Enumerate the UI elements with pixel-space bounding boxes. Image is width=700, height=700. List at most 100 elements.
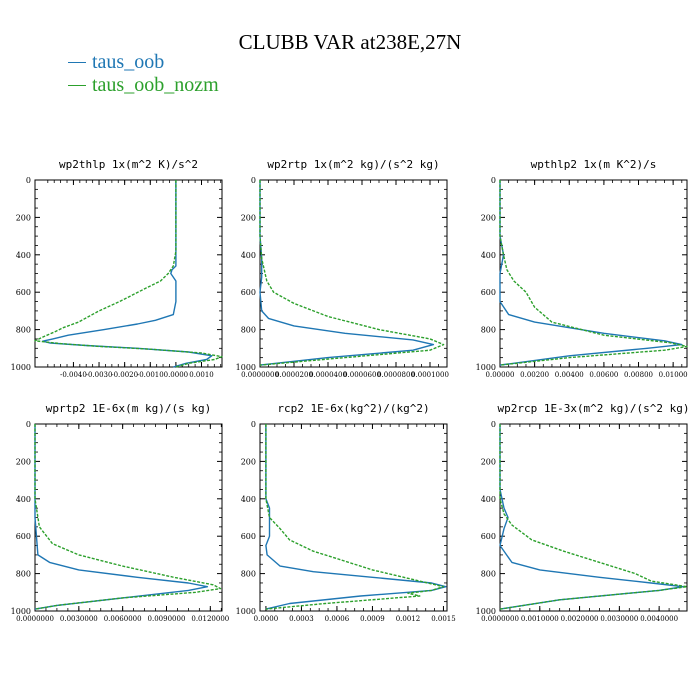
- y-tick-label: 1000: [11, 363, 31, 372]
- x-tick-label: 0.0010: [189, 371, 214, 379]
- y-tick-label: 800: [481, 570, 496, 579]
- plot-panel-3: wprtp2 1E-6x(m kg)/(s kg) 0 200 400 600 800 10…: [11, 402, 230, 623]
- plot-panel-1: wp2rtp 1x(m^2 kg)/(s^2 kg) 0 200 400 600 800 1…: [236, 158, 449, 379]
- y-tick-label: 200: [241, 457, 256, 466]
- panel-title: wpthlp2 1x(m K^2)/s: [531, 158, 657, 171]
- plot-panel-0: wp2thlp 1x(m^2 K)/s^2 0 200 400 600 800 1000 -0…: [11, 158, 223, 379]
- y-tick-label: 0: [491, 420, 496, 429]
- y-tick-label: 0: [251, 420, 256, 429]
- x-tick-label: 0.00600: [589, 371, 618, 379]
- y-tick-label: 0: [26, 420, 31, 429]
- x-tick-label: 0.0015: [431, 615, 456, 623]
- x-tick-label: 0.0000400: [309, 371, 347, 379]
- y-tick-label: 200: [481, 213, 496, 222]
- y-tick-label: 600: [16, 288, 31, 297]
- y-tick-label: 200: [481, 457, 496, 466]
- plot-panel-5: wp2rcp 1E-3x(m^2 kg)/(s^2 kg)0 200 400 600 8…: [476, 402, 690, 623]
- panel-title: wprtp2 1E-6x(m kg)/(s kg): [46, 402, 212, 415]
- y-tick-label: 800: [16, 570, 31, 579]
- y-tick-label: 400: [481, 495, 496, 504]
- series-line-oob: [499, 424, 684, 610]
- series-line-nozm: [259, 180, 445, 366]
- y-tick-label: 1000: [11, 607, 31, 616]
- y-tick-label: 800: [16, 326, 31, 335]
- y-tick-label: 400: [16, 251, 31, 260]
- y-tick-label: 400: [481, 251, 496, 260]
- plot-panel-2: wpthlp2 1x(m K^2)/s020040060080010000.00…: [476, 158, 688, 379]
- x-tick-label: 0.00000: [486, 371, 515, 379]
- legend-label-nozm: taus_oob_nozm: [92, 73, 219, 96]
- y-tick-label: 400: [241, 251, 256, 260]
- y-tick-label: 800: [241, 326, 256, 335]
- series-line-nozm: [34, 180, 223, 368]
- x-tick-label: 0.01000: [659, 371, 688, 379]
- legend-label-oob: taus_oob: [92, 50, 165, 73]
- y-tick-label: 600: [16, 532, 31, 541]
- x-tick-label: -0.0030: [86, 371, 113, 379]
- x-tick-label: 0.0000000: [16, 615, 54, 623]
- y-tick-label: 600: [481, 288, 496, 297]
- legend-swatch-oob: [68, 61, 86, 63]
- series-line-nozm: [499, 424, 688, 610]
- series-line-oob: [499, 180, 683, 366]
- y-tick-label: 200: [241, 213, 256, 222]
- x-tick-label: 0.0060000: [104, 615, 142, 623]
- x-tick-label: 0.0040000: [640, 615, 678, 623]
- figure-title: CLUBB VAR at238E,27N: [238, 30, 462, 54]
- x-tick-label: 0.00200: [520, 371, 549, 379]
- plot-frame: [34, 179, 223, 368]
- x-tick-label: 0.0000200: [275, 371, 313, 379]
- plot-frame: [259, 423, 448, 612]
- x-tick-label: 0.0030000: [600, 615, 638, 623]
- series-line-oob: [34, 424, 209, 610]
- plot-frame: [259, 179, 448, 368]
- x-tick-label: -0.0040: [60, 371, 87, 379]
- y-tick-label: 200: [16, 457, 31, 466]
- x-tick-label: 0.0090000: [148, 615, 186, 623]
- y-tick-label: 800: [241, 570, 256, 579]
- legend-entry-nozm: taus_oob_nozm: [68, 73, 219, 97]
- legend-entry-oob: taus_oob: [68, 50, 164, 74]
- plot-panel-4: rcp2 1E-6x(kg^2)/(kg^2) 0 200 400 600 800 1000…: [236, 402, 456, 623]
- x-tick-label: 0.0000: [164, 371, 189, 379]
- x-tick-label: 0.0009: [360, 615, 385, 623]
- y-tick-label: 1000: [236, 607, 256, 616]
- series-line-oob: [259, 180, 435, 366]
- y-tick-label: 200: [16, 213, 31, 222]
- series-line-oob: [265, 424, 447, 610]
- x-tick-label: 0.0003: [289, 615, 314, 623]
- x-tick-label: 0.0000000: [481, 615, 519, 623]
- x-tick-label: 0.0001000: [411, 371, 449, 379]
- y-tick-label: 600: [481, 532, 496, 541]
- y-tick-label: 400: [16, 495, 31, 504]
- plot-frame: [34, 423, 223, 612]
- x-tick-label: 0.00400: [555, 371, 584, 379]
- y-tick-label: 600: [241, 288, 256, 297]
- y-tick-label: 0: [26, 176, 31, 185]
- series-line-nozm: [499, 180, 688, 366]
- x-tick-label: 0.0020000: [561, 615, 599, 623]
- panel-title: rcp2 1E-6x(kg^2)/(kg^2): [277, 402, 429, 415]
- x-tick-label: -0.0020: [111, 371, 138, 379]
- x-tick-label: 0.00800: [624, 371, 653, 379]
- x-tick-label: 0.0000600: [343, 371, 381, 379]
- series-line-oob: [42, 180, 213, 368]
- y-tick-label: 1000: [236, 363, 256, 372]
- x-tick-label: 0.0000: [254, 615, 279, 623]
- plot-frame: [499, 179, 688, 368]
- x-tick-label: 0.0000800: [377, 371, 415, 379]
- legend-swatch-nozm: [68, 84, 86, 86]
- panel-title: wp2rtp 1x(m^2 kg)/(s^2 kg): [267, 158, 439, 171]
- x-tick-label: 0.0000000: [241, 371, 279, 379]
- y-tick-label: 1000: [476, 607, 496, 616]
- series-line-nozm: [34, 424, 222, 610]
- y-tick-label: 0: [251, 176, 256, 185]
- y-tick-label: 600: [241, 532, 256, 541]
- x-tick-label: -0.0010: [137, 371, 164, 379]
- x-tick-label: 0.0030000: [60, 615, 98, 623]
- x-tick-label: 0.0006: [325, 615, 350, 623]
- y-tick-label: 800: [481, 326, 496, 335]
- y-tick-label: 0: [491, 176, 496, 185]
- panel-title: wp2rcp 1E-3x(m^2 kg)/(s^2 kg): [497, 402, 689, 415]
